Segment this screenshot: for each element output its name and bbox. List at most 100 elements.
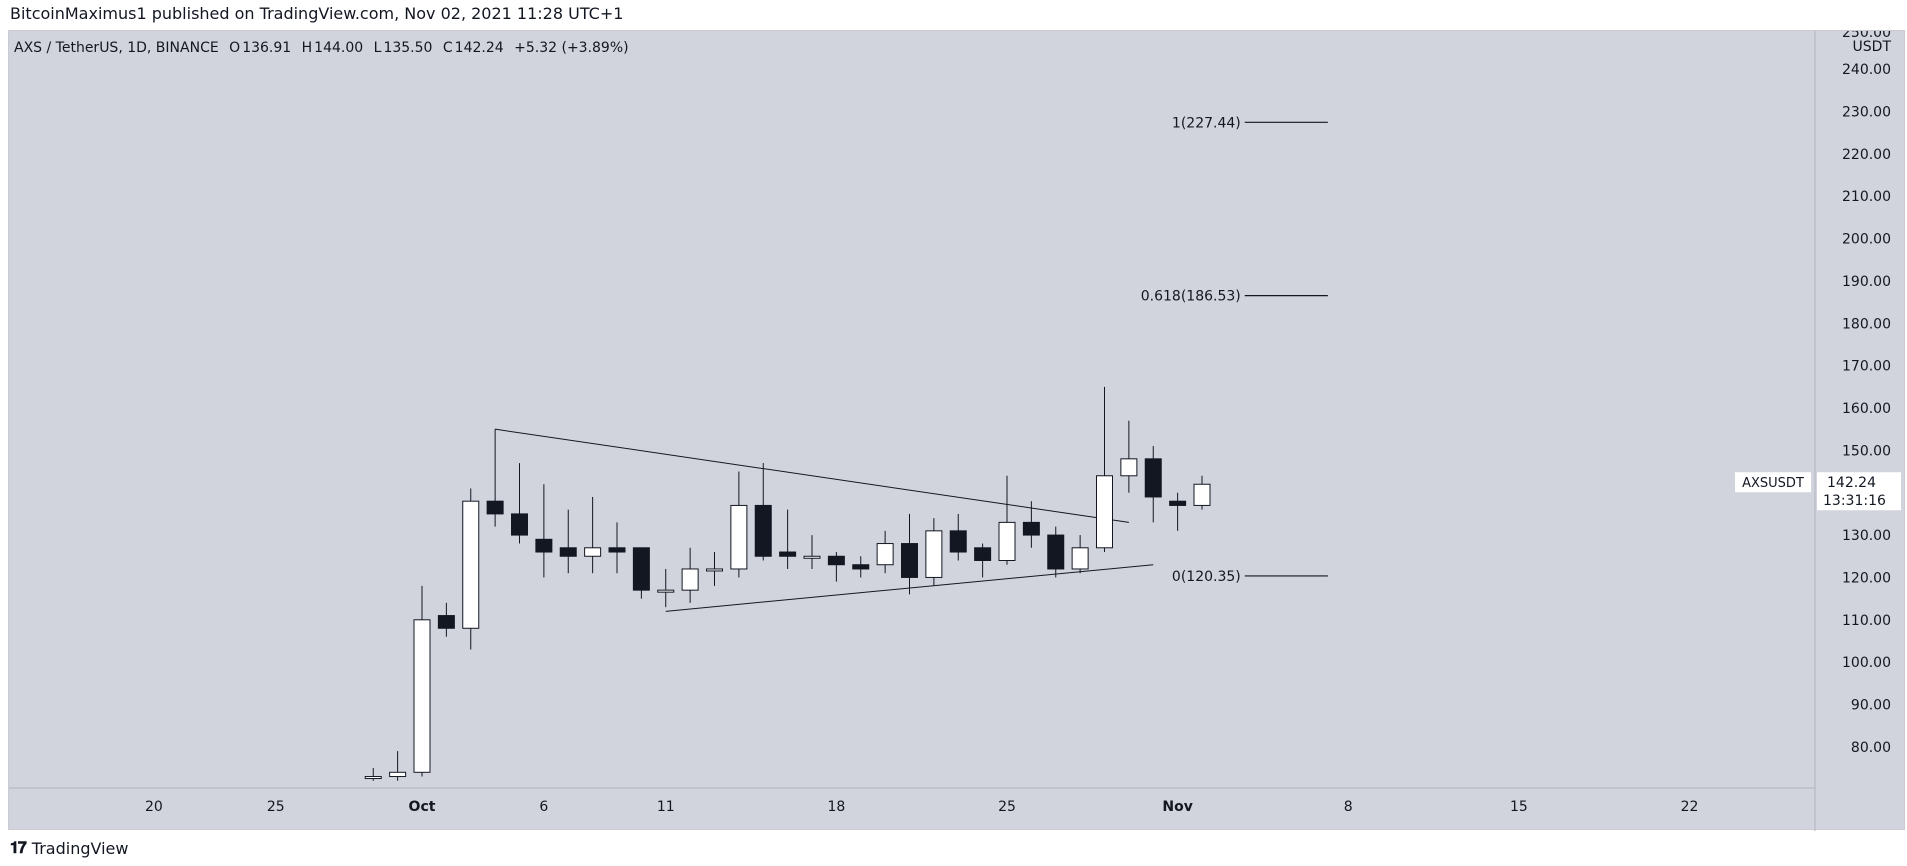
candle-body	[901, 543, 918, 578]
candle[interactable]	[1169, 492, 1187, 531]
candle[interactable]	[1193, 475, 1211, 510]
candle-body	[949, 530, 967, 553]
candle[interactable]	[803, 535, 821, 569]
candle-body	[559, 547, 577, 557]
candle-body	[754, 504, 772, 557]
footer-brand: 𝟏𝟕 TradingView	[10, 838, 128, 858]
price-tick-label: 240.00	[1842, 62, 1891, 78]
candle-body	[852, 564, 870, 570]
open-key: O	[229, 40, 241, 56]
candle[interactable]	[462, 488, 480, 650]
time-tick-label: Oct	[409, 799, 436, 815]
candle-body	[779, 551, 797, 557]
candle-body	[413, 619, 431, 773]
candle-body	[364, 776, 382, 780]
tradingview-logo-icon: 𝟏𝟕	[10, 838, 27, 857]
candle[interactable]	[1047, 526, 1065, 578]
candle[interactable]	[632, 547, 650, 599]
candle-body	[925, 530, 943, 578]
candle[interactable]	[584, 496, 602, 574]
candle-body	[974, 547, 992, 561]
candle[interactable]	[657, 568, 675, 608]
candle[interactable]	[1022, 501, 1040, 548]
price-tick-label: 110.00	[1842, 613, 1891, 629]
chart-frame[interactable]: 1(227.44) 0.618(186.53) 0(120.35) 80.00 90.…	[8, 30, 1906, 831]
symbol-tag-bg	[1735, 472, 1811, 493]
candle-body	[1169, 500, 1187, 506]
candle-body	[706, 568, 723, 572]
change-value: +5.32 (+3.89%)	[514, 40, 629, 56]
candle-body	[584, 547, 602, 557]
price-tick-label: 180.00	[1842, 316, 1891, 332]
candle[interactable]	[998, 475, 1016, 565]
candle-body	[657, 589, 675, 593]
candle-body	[1022, 521, 1040, 536]
price-tick-label: 170.00	[1842, 359, 1891, 375]
candle-body	[389, 771, 407, 778]
candle-body	[998, 521, 1016, 561]
candle[interactable]	[901, 513, 918, 595]
time-tick-label: 6	[539, 799, 548, 815]
candle[interactable]	[413, 585, 431, 777]
candle[interactable]	[706, 552, 723, 586]
candle[interactable]	[1120, 420, 1138, 493]
candle-body	[462, 500, 480, 629]
close-key: C	[442, 40, 453, 56]
fib-level-label: 0.618(186.53)	[1141, 289, 1241, 305]
open-value: 136.91	[242, 40, 292, 56]
candle-body	[535, 538, 553, 553]
candle-body	[681, 568, 699, 591]
price-tick-label: 150.00	[1842, 443, 1891, 459]
candle[interactable]	[1096, 386, 1113, 553]
candle[interactable]	[730, 471, 748, 578]
price-tick-label: 80.00	[1851, 740, 1891, 756]
candle[interactable]	[511, 463, 528, 544]
symbol-label: AXS / TetherUS, 1D, BINANCE	[14, 40, 219, 56]
candle[interactable]	[437, 602, 455, 637]
high-value: 144.00	[314, 40, 364, 56]
candle[interactable]	[925, 518, 943, 586]
publish-line: BitcoinMaximus1 published on TradingView…	[10, 4, 624, 23]
candle[interactable]	[681, 547, 699, 603]
time-tick-label: 25	[998, 799, 1016, 815]
candle[interactable]	[535, 484, 553, 578]
candle[interactable]	[852, 556, 870, 578]
time-tick-label: 18	[827, 799, 845, 815]
candle[interactable]	[779, 509, 797, 569]
candle[interactable]	[974, 543, 992, 578]
time-tick-label: 8	[1344, 799, 1353, 815]
price-chart[interactable]: 1(227.44) 0.618(186.53) 0(120.35) 80.00 90.…	[9, 31, 1906, 831]
close-value: 142.24	[454, 40, 504, 56]
candle[interactable]	[559, 509, 577, 574]
candle-body	[437, 615, 455, 629]
price-tick-label: 210.00	[1842, 189, 1891, 205]
trendline-upper[interactable]	[495, 428, 1129, 523]
last-price-label: 142.24	[1827, 475, 1876, 491]
candle[interactable]	[389, 751, 407, 781]
time-tick-label: Nov	[1162, 799, 1192, 815]
high-key: H	[301, 40, 313, 56]
candle[interactable]	[754, 463, 772, 561]
time-tick-label: 20	[145, 799, 163, 815]
candle[interactable]	[364, 768, 382, 781]
candle-body	[1193, 483, 1211, 506]
candle[interactable]	[1144, 446, 1162, 523]
candle[interactable]	[486, 429, 504, 527]
fib-level-label: 1(227.44)	[1172, 115, 1241, 131]
price-tick-label: 100.00	[1842, 655, 1891, 671]
price-tick-label: 130.00	[1842, 528, 1891, 544]
price-tick-label: 230.00	[1842, 104, 1891, 120]
candle-body	[876, 543, 894, 566]
time-tick-label: 25	[267, 799, 285, 815]
candle[interactable]	[876, 530, 894, 574]
candle[interactable]	[1071, 535, 1089, 574]
candle-body	[1144, 458, 1162, 498]
last-price-bg	[1817, 472, 1901, 511]
fib-level-label: 0(120.35)	[1172, 569, 1241, 585]
candle[interactable]	[608, 522, 626, 574]
candle-body	[1047, 534, 1065, 570]
time-tick-label: 15	[1510, 799, 1528, 815]
candle[interactable]	[949, 513, 967, 561]
price-tick-label: 90.00	[1851, 698, 1891, 714]
candle[interactable]	[827, 552, 845, 582]
